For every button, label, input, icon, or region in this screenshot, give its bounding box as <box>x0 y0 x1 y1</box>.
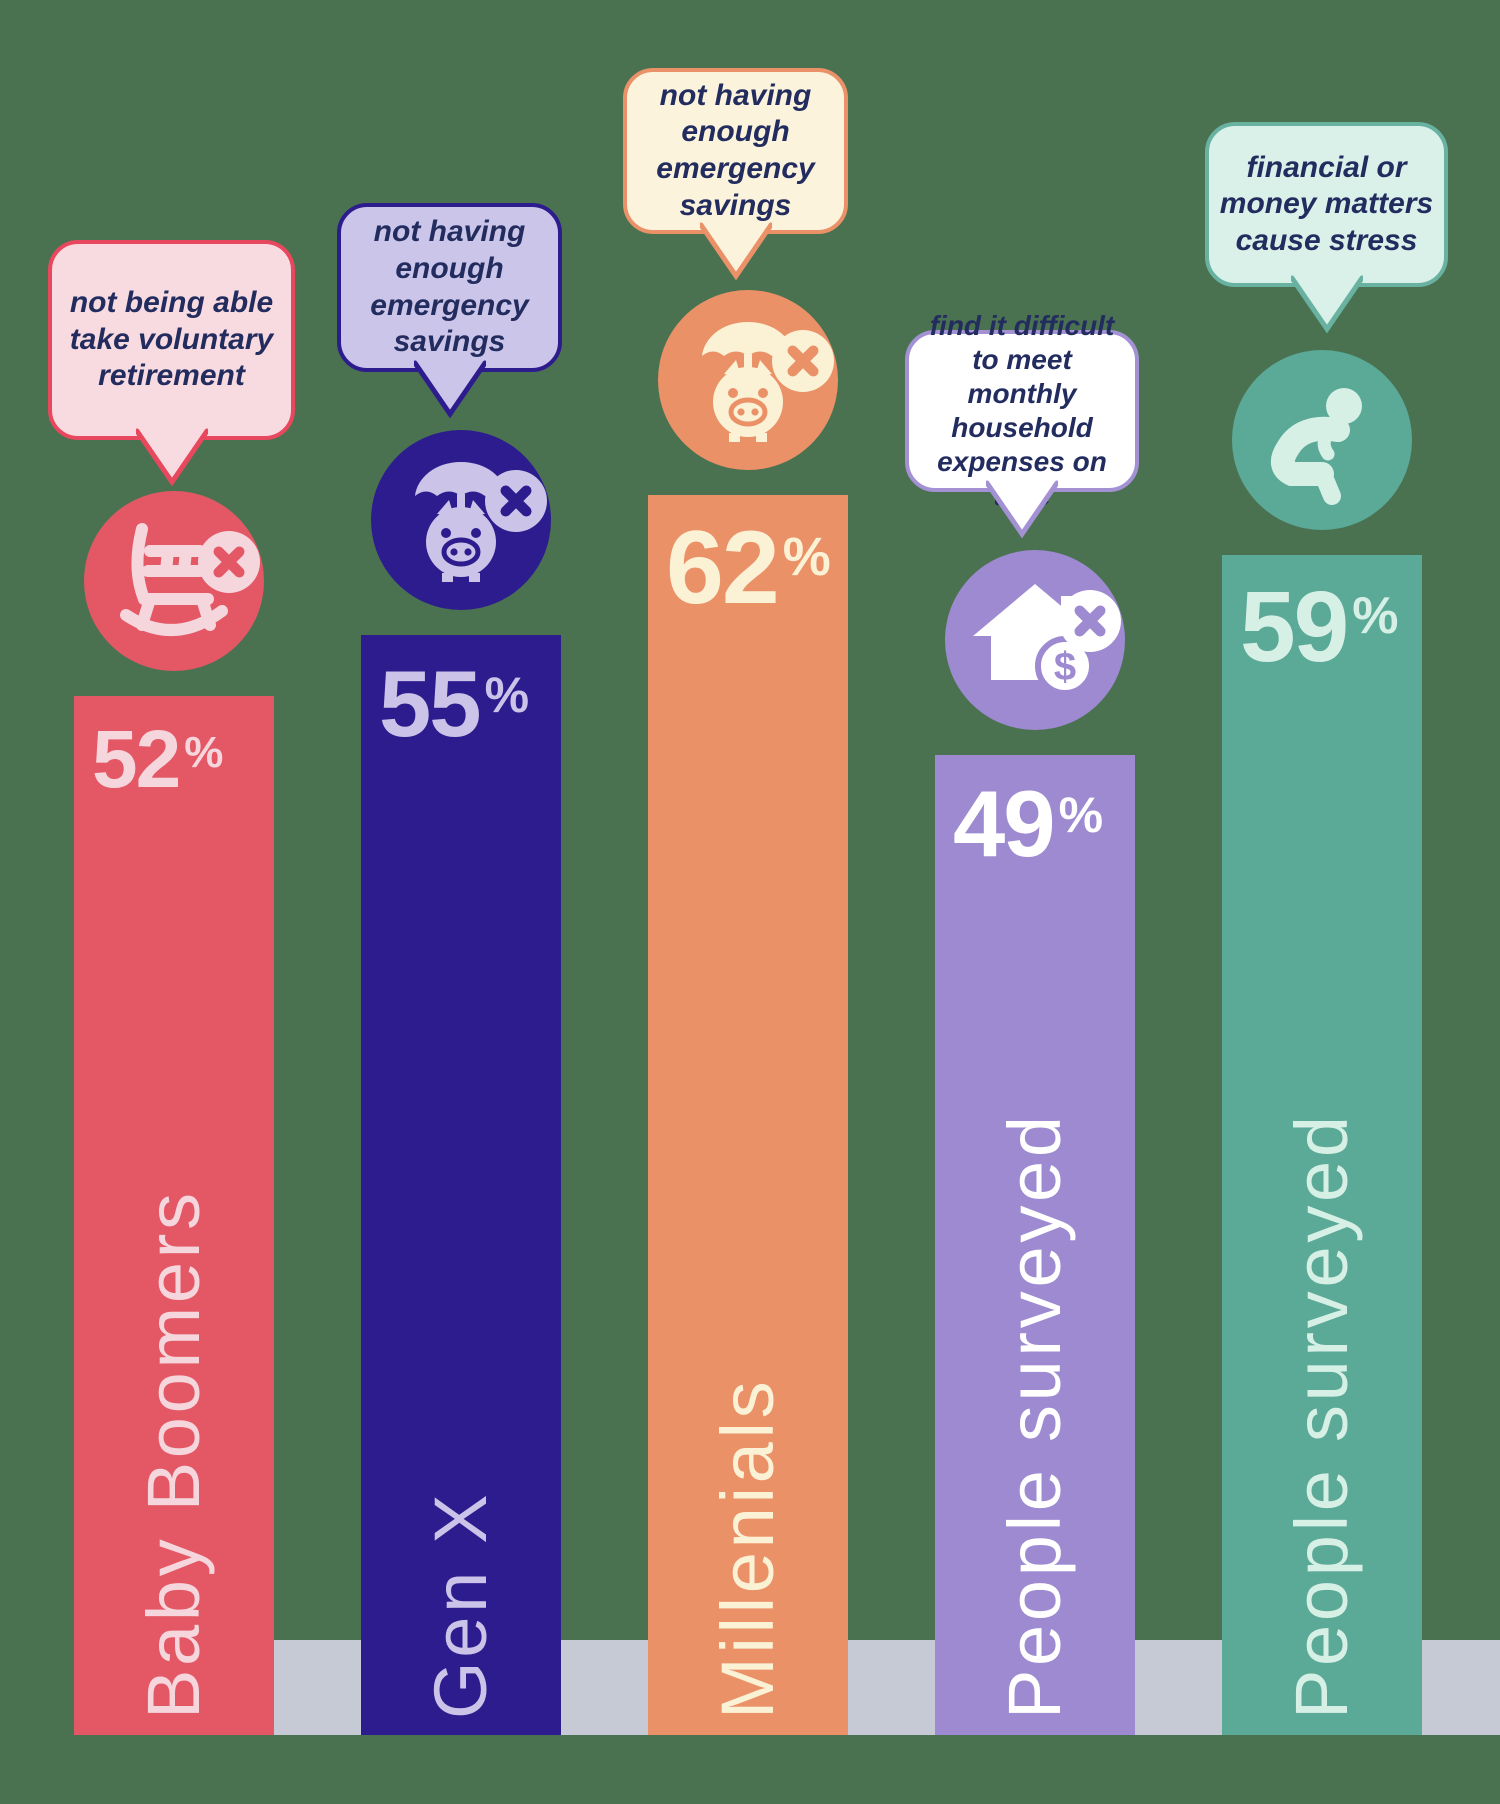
percent-value: 55 <box>379 651 482 756</box>
percent-label: 59 % <box>1240 571 1399 683</box>
percent-label: 55 % <box>379 651 530 756</box>
annotation-bubble: financial or money matters cause stress <box>1205 122 1448 333</box>
annotation-bubble: not having enough emergency savings <box>623 68 848 280</box>
bubble-tail <box>135 428 208 486</box>
annotation-text: not having enough emergency savings <box>656 78 815 222</box>
bar-baby-boomers: 52 % Baby Boomers <box>74 696 274 1735</box>
percent-label: 49 % <box>953 771 1104 876</box>
category-label: People surveyed <box>1280 1112 1363 1719</box>
bubble-tail <box>1290 275 1363 333</box>
piggy-bank-umbrella-icon <box>371 430 551 610</box>
bar-people-surveyed-expenses: 49 % People surveyed <box>935 755 1135 1735</box>
percent-sign: % <box>1058 787 1104 843</box>
annotation-text: not having enough emergency savings <box>370 215 529 359</box>
svg-text:$: $ <box>1054 645 1076 689</box>
percent-value: 59 <box>1240 571 1349 683</box>
x-badge-icon <box>198 531 260 593</box>
percent-value: 62 <box>666 510 780 626</box>
bar-gen-x: 55 % Gen X <box>361 635 561 1735</box>
rocking-chair-icon <box>84 491 264 671</box>
annotation-text: find it difficult to meet monthly househ… <box>929 309 1115 512</box>
percent-sign: % <box>782 527 831 587</box>
bubble-tail <box>699 222 772 280</box>
baseline-strip <box>74 1640 1500 1735</box>
x-badge-icon <box>772 330 834 392</box>
x-badge-icon <box>1059 590 1121 652</box>
bar-people-surveyed-stress: 59 % People surveyed <box>1222 555 1422 1735</box>
percent-sign: % <box>1352 587 1399 645</box>
annotation-bubble: not having enough emergency savings <box>337 203 562 418</box>
annotation-text: financial or money matters cause stress <box>1219 150 1434 257</box>
house-dollar-icon: $ <box>945 550 1125 730</box>
x-badge-icon <box>485 470 547 532</box>
percent-sign: % <box>484 667 530 723</box>
category-label: People surveyed <box>993 1112 1076 1719</box>
stressed-person-icon <box>1232 350 1412 530</box>
annotation-bubble: find it difficult to meet monthly househ… <box>905 310 1139 538</box>
bubble-tail <box>413 360 486 418</box>
annotation-text: not being able take voluntary retirement <box>69 286 274 393</box>
percent-label: 62 % <box>666 510 831 626</box>
percent-sign: % <box>184 728 224 777</box>
bar-millenials: 62 % Millenials <box>648 495 848 1735</box>
percent-label: 52 % <box>92 714 224 805</box>
annotation-bubble: not being able take voluntary retirement <box>48 240 295 486</box>
percent-value: 52 <box>92 714 181 805</box>
piggy-bank-umbrella-icon <box>658 290 838 470</box>
bubble-tail <box>986 480 1058 538</box>
percent-value: 49 <box>953 771 1056 876</box>
